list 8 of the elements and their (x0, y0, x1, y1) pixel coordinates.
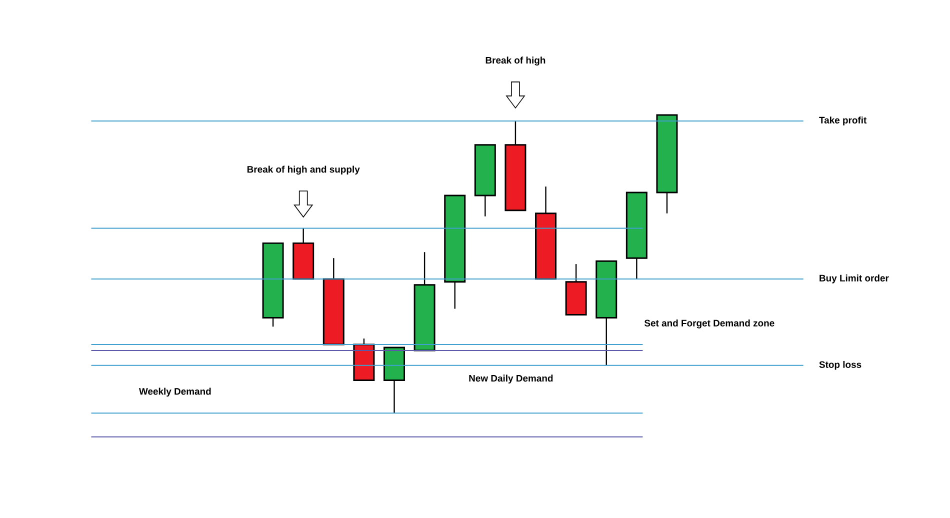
ref-line-label: Stop loss (819, 360, 862, 370)
annotation: Set and Forget Demand zone (644, 320, 774, 328)
ref-line-label: Buy Limit order (820, 274, 889, 284)
text: Break of high (486, 56, 546, 66)
annotation: New Daily Demand (469, 374, 553, 384)
text: Weekly Demand (138, 388, 211, 397)
ref-line-label: Take profit (819, 116, 867, 126)
annotation: Break of high and supply (247, 166, 360, 175)
